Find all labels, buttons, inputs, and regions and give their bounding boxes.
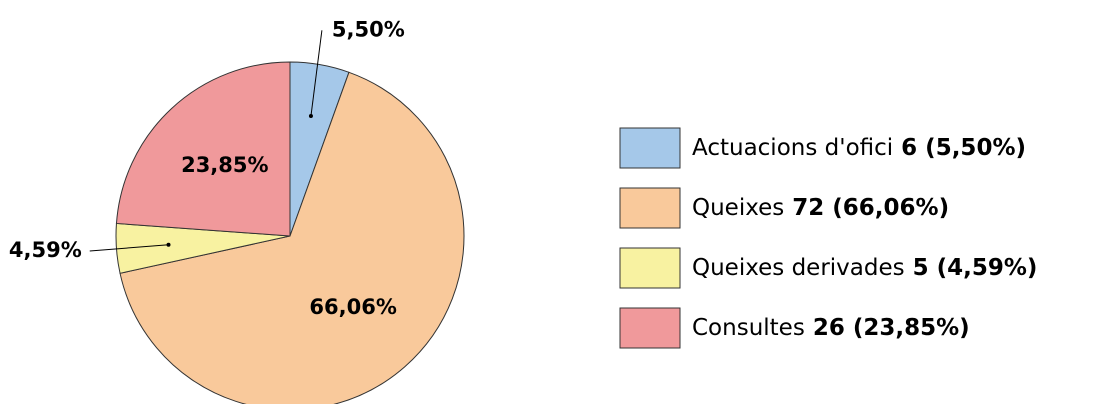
- legend-label: Actuacions d'ofici 6 (5,50%): [692, 135, 1026, 161]
- leader-line: [89, 244, 169, 252]
- legend-category: Consultes: [692, 315, 805, 341]
- legend-category: Actuacions d'ofici: [692, 135, 893, 161]
- legend-category: Queixes derivades: [692, 255, 905, 281]
- data-label: 4,59%: [9, 238, 82, 262]
- leader-line: [310, 30, 323, 117]
- legend-label: Queixes derivades 5 (4,59%): [692, 255, 1037, 281]
- legend-value: 72 (66,06%): [792, 195, 949, 221]
- data-label: 23,85%: [181, 153, 268, 177]
- legend-value: 5 (4,59%): [913, 255, 1038, 281]
- data-label: 5,50%: [332, 17, 405, 41]
- pie-slice: [115, 61, 291, 237]
- legend-category: Queixes: [692, 195, 784, 221]
- legend-swatch: [619, 307, 681, 349]
- legend-label: Queixes 72 (66,06%): [692, 195, 949, 221]
- legend-swatch: [619, 187, 681, 229]
- legend-swatch: [619, 127, 681, 169]
- legend-value: 26 (23,85%): [813, 315, 970, 341]
- pie-slice: [119, 71, 465, 404]
- data-label: 66,06%: [309, 295, 396, 319]
- legend-label: Consultes 26 (23,85%): [692, 315, 970, 341]
- legend-value: 6 (5,50%): [901, 135, 1026, 161]
- legend-swatch: [619, 247, 681, 289]
